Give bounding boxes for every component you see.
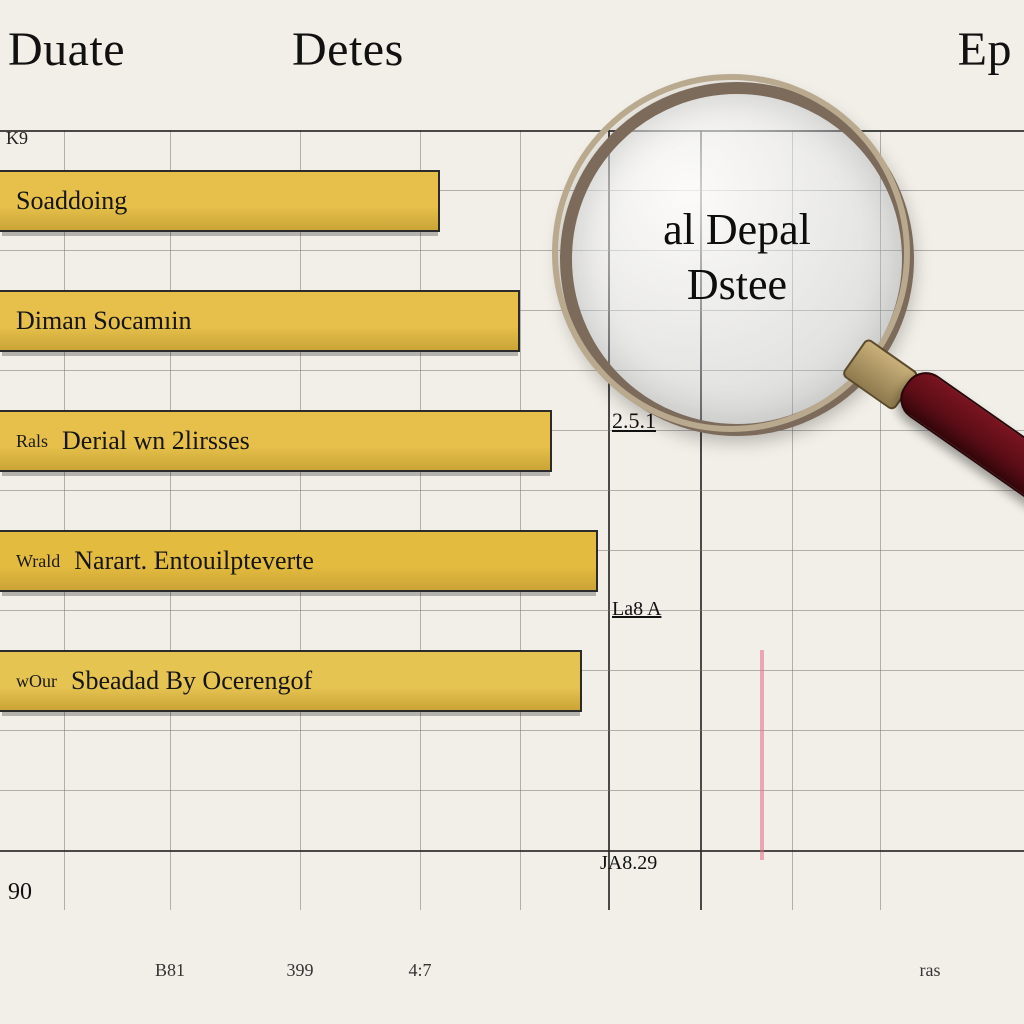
- magnifier-handle: [892, 364, 1024, 556]
- page-root: { "headings": { "left": "Duate", "mid": …: [0, 0, 1024, 1024]
- lens-text-line1: al Depal: [572, 206, 902, 254]
- magnifying-glass-icon: al Depal Dstee: [0, 0, 1024, 1024]
- lens-text-line2: Dstee: [572, 261, 902, 309]
